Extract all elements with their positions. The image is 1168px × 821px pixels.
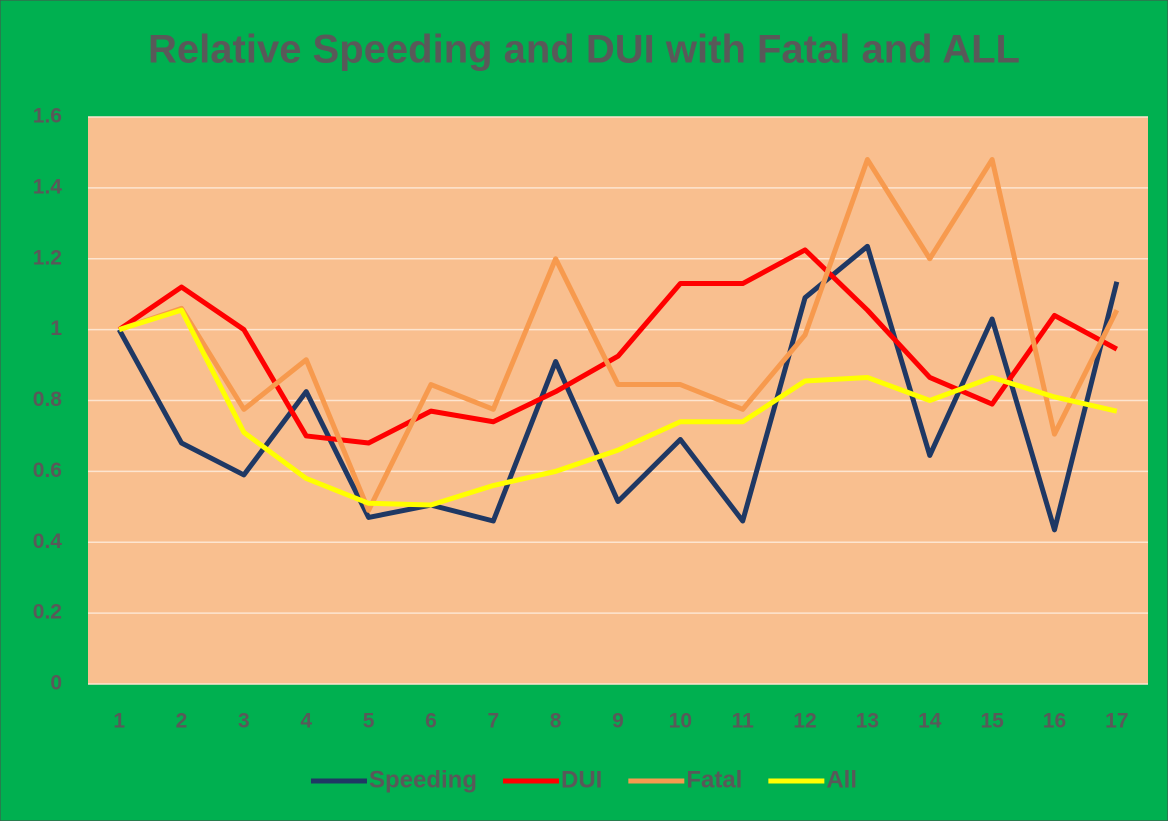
x-tick-label: 2 xyxy=(176,710,188,733)
y-tick-label: 0.8 xyxy=(33,388,63,411)
x-tick-label: 16 xyxy=(1043,710,1066,733)
legend-label: Speeding xyxy=(369,766,477,793)
chart-title: Relative Speeding and DUI with Fatal and… xyxy=(148,28,1020,72)
y-tick-label: 1.4 xyxy=(33,175,63,198)
x-tick-label: 15 xyxy=(980,710,1004,733)
x-tick-label: 5 xyxy=(363,710,375,733)
x-tick-label: 3 xyxy=(238,710,250,733)
series-line xyxy=(117,247,1119,446)
y-tick-label: 1.6 xyxy=(33,105,62,128)
y-tick-label: 0.4 xyxy=(33,530,63,553)
x-tick-label: 13 xyxy=(856,710,879,733)
x-tick-label: 10 xyxy=(669,710,692,733)
legend-label: DUI xyxy=(561,766,602,793)
series-line xyxy=(118,157,1120,513)
x-tick-label: 7 xyxy=(487,710,499,733)
x-tick-label: 9 xyxy=(612,710,624,733)
y-tick-label: 1.2 xyxy=(33,246,62,269)
legend-label: Fatal xyxy=(686,766,742,793)
y-tick-label: 0.2 xyxy=(33,601,62,624)
x-tick-label: 8 xyxy=(550,710,562,733)
series-line xyxy=(116,243,1120,533)
series-line xyxy=(118,307,1118,508)
x-tick-label: 1 xyxy=(113,710,125,733)
x-tick-label: 17 xyxy=(1105,710,1128,733)
y-tick-label: 0.6 xyxy=(33,459,62,482)
x-tick-label: 11 xyxy=(732,710,755,733)
x-tick-label: 4 xyxy=(300,710,312,733)
x-tick-label: 14 xyxy=(918,710,942,733)
x-tick-label: 6 xyxy=(425,710,437,733)
x-tick-label: 12 xyxy=(793,710,816,733)
y-tick-label: 0 xyxy=(50,672,62,695)
y-tick-label: 1 xyxy=(50,317,62,340)
legend-label: All xyxy=(826,766,857,793)
